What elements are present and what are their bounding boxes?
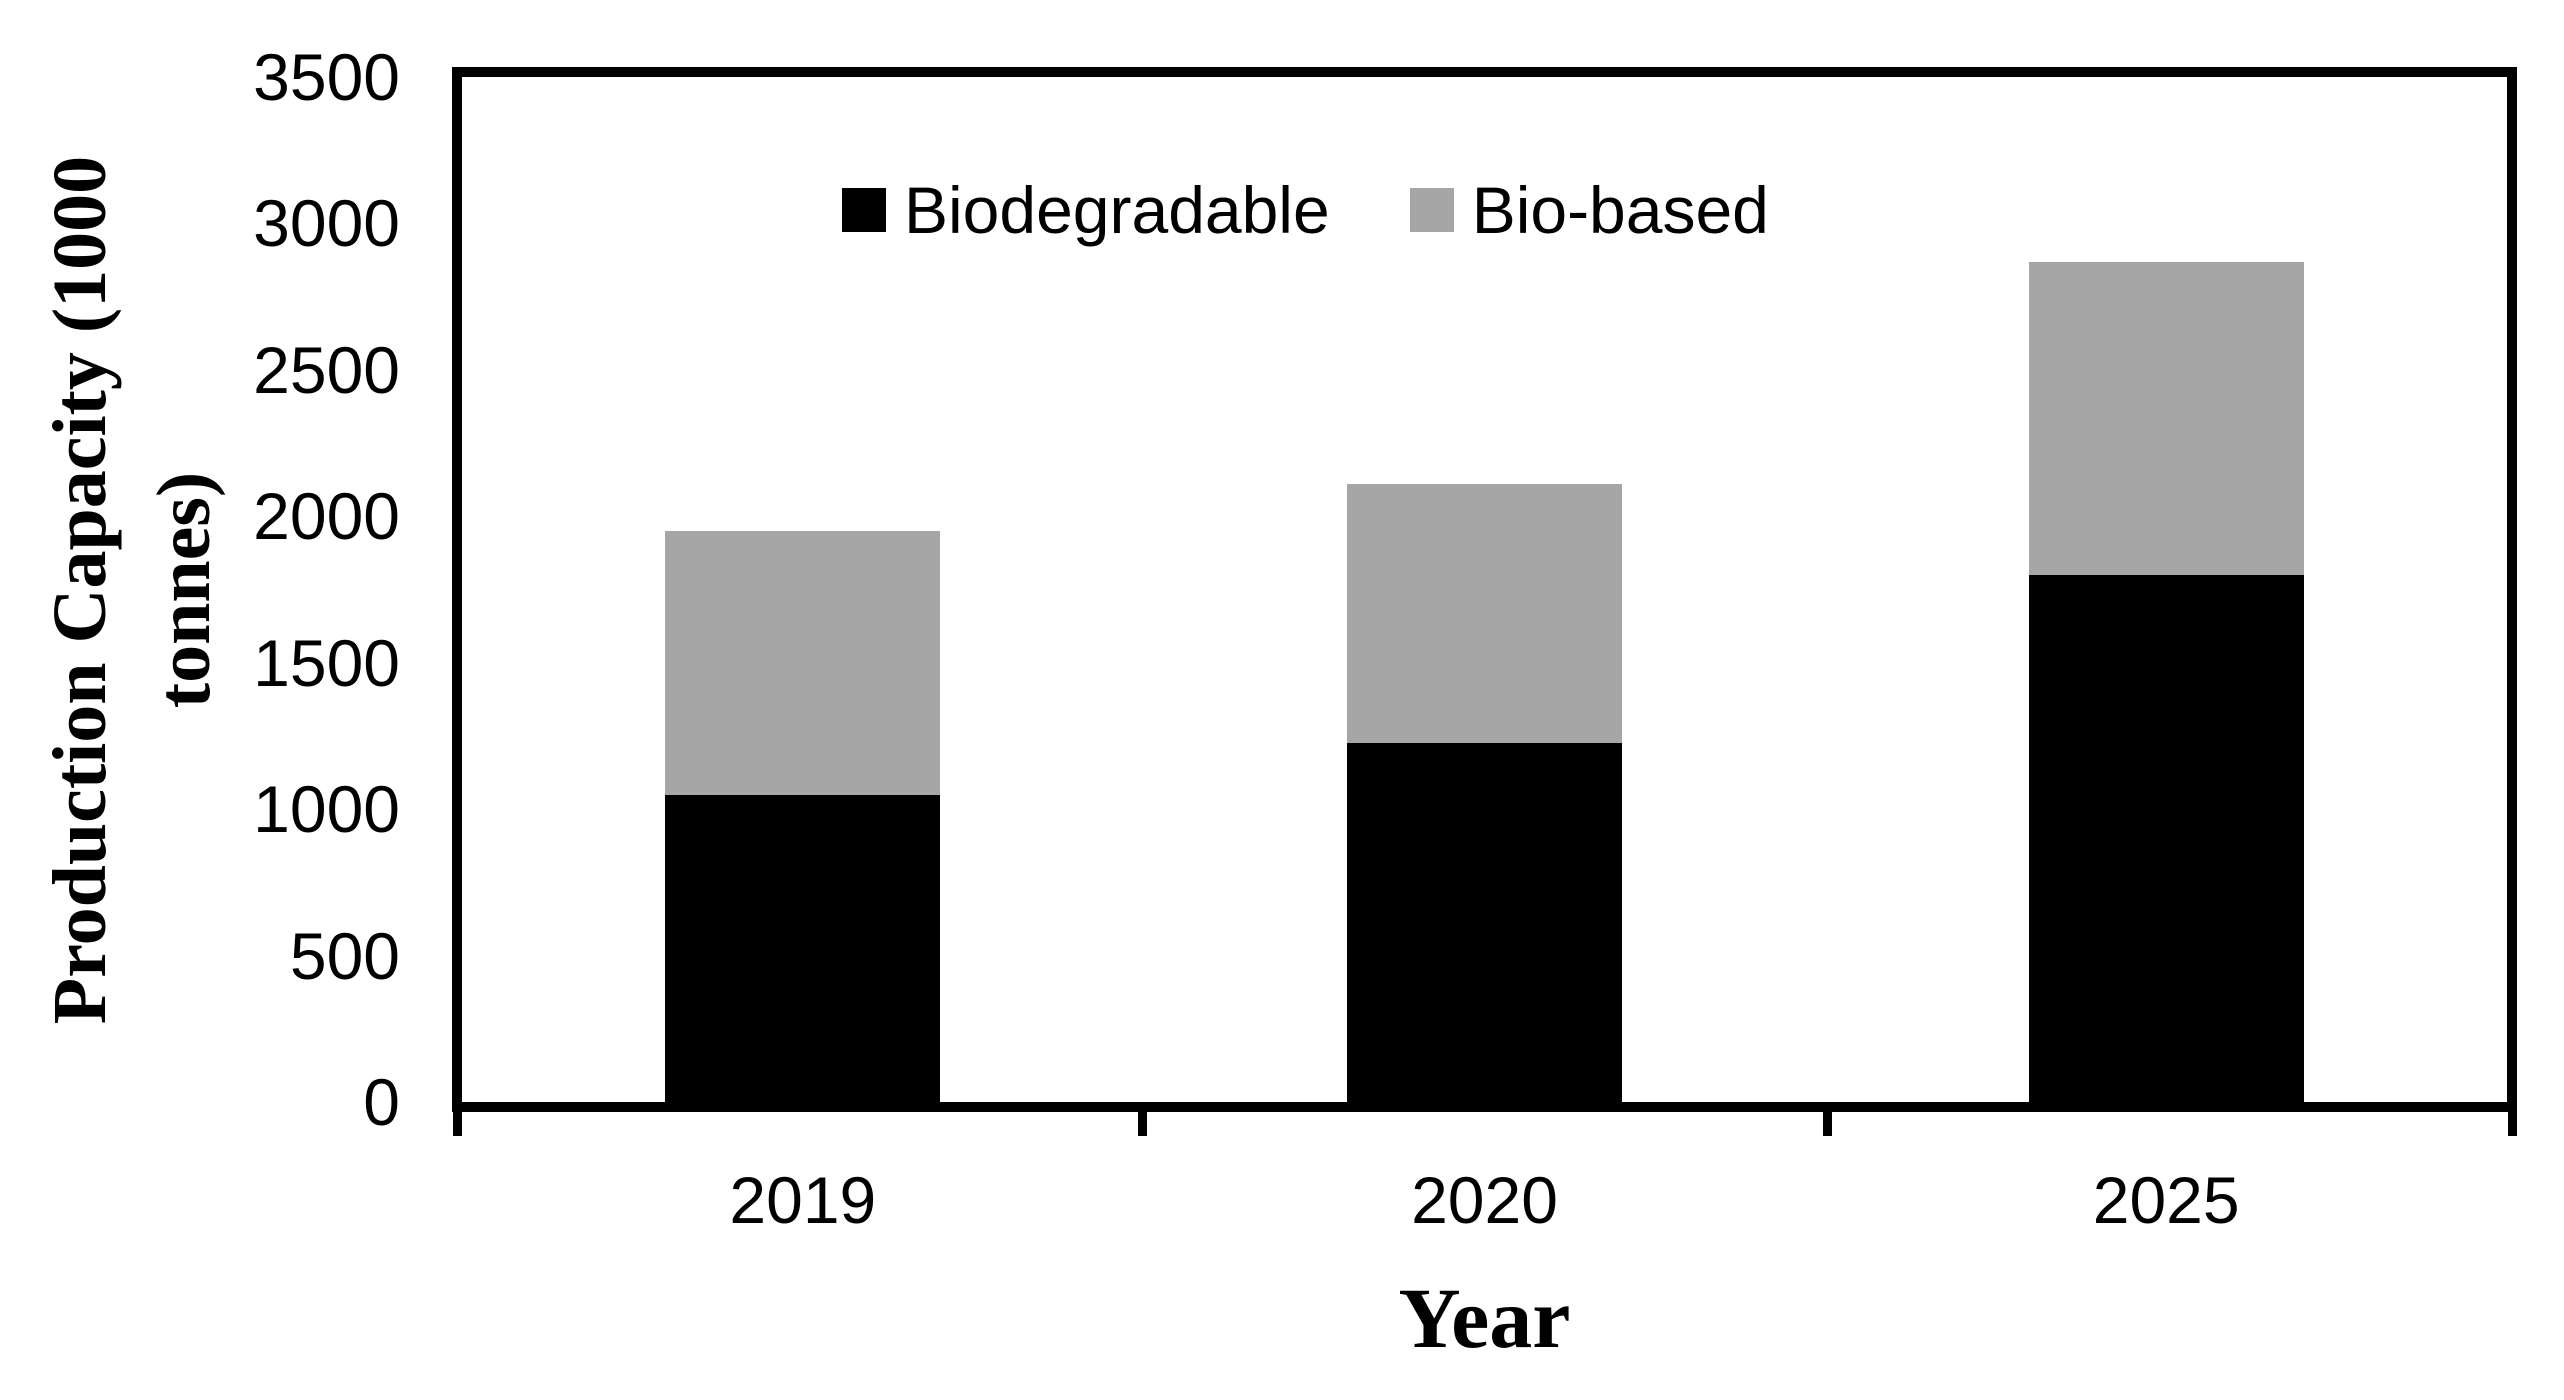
y-tick-label-2000: 2000 [253,479,400,554]
x-axis-tick-mark [2507,1112,2517,1136]
x-axis-tick-marks [452,1112,2517,1142]
x-axis-tick-mark [1822,1112,1832,1136]
y-tick-label-1500: 1500 [253,625,400,700]
legend-label-bio-based: Bio-based [1471,173,1769,247]
x-tick-label-2025: 2025 [2092,1163,2240,1237]
bar-2019-biodegradable [665,794,941,1102]
bar-2020-biodegradable [1347,742,1622,1102]
legend-swatch-bio-based-icon [1409,188,1454,232]
y-tick-label-3000: 3000 [253,186,400,261]
bar-2025-biodegradable [2028,574,2304,1102]
bar-2025-bio-based [2028,261,2304,575]
y-axis-tick-labels: 0 500 1000 1500 2000 2500 3000 3500 [0,40,412,1139]
legend: Biodegradable Bio-based [842,177,1769,243]
x-tick-label-2019: 2019 [729,1163,877,1237]
y-tick-label-3500: 3500 [253,40,400,114]
legend-swatch-biodegradable-icon [842,188,886,232]
legend-item-bio-based: Bio-based [1409,173,1769,247]
y-tick-label-500: 500 [289,918,400,993]
bar-2020-bio-based [1347,483,1622,743]
x-axis-tick-mark [452,1112,462,1136]
x-tick-label-2020: 2020 [1411,1163,1558,1237]
y-tick-label-1000: 1000 [253,772,400,847]
bars-container [462,77,2507,1102]
legend-item-biodegradable: Biodegradable [842,177,1330,243]
plot-area: Biodegradable Bio-based [452,67,2517,1112]
bar-2019-bio-based [665,530,941,795]
y-tick-label-0: 0 [363,1065,400,1139]
y-tick-label-2500: 2500 [253,332,400,407]
x-axis-title: Year [1398,1270,1571,1366]
x-axis-tick-mark [1137,1112,1147,1136]
legend-label-biodegradable: Biodegradable [904,173,1330,247]
x-axis-tick-labels: 2019 2020 2025 [452,1160,2517,1250]
